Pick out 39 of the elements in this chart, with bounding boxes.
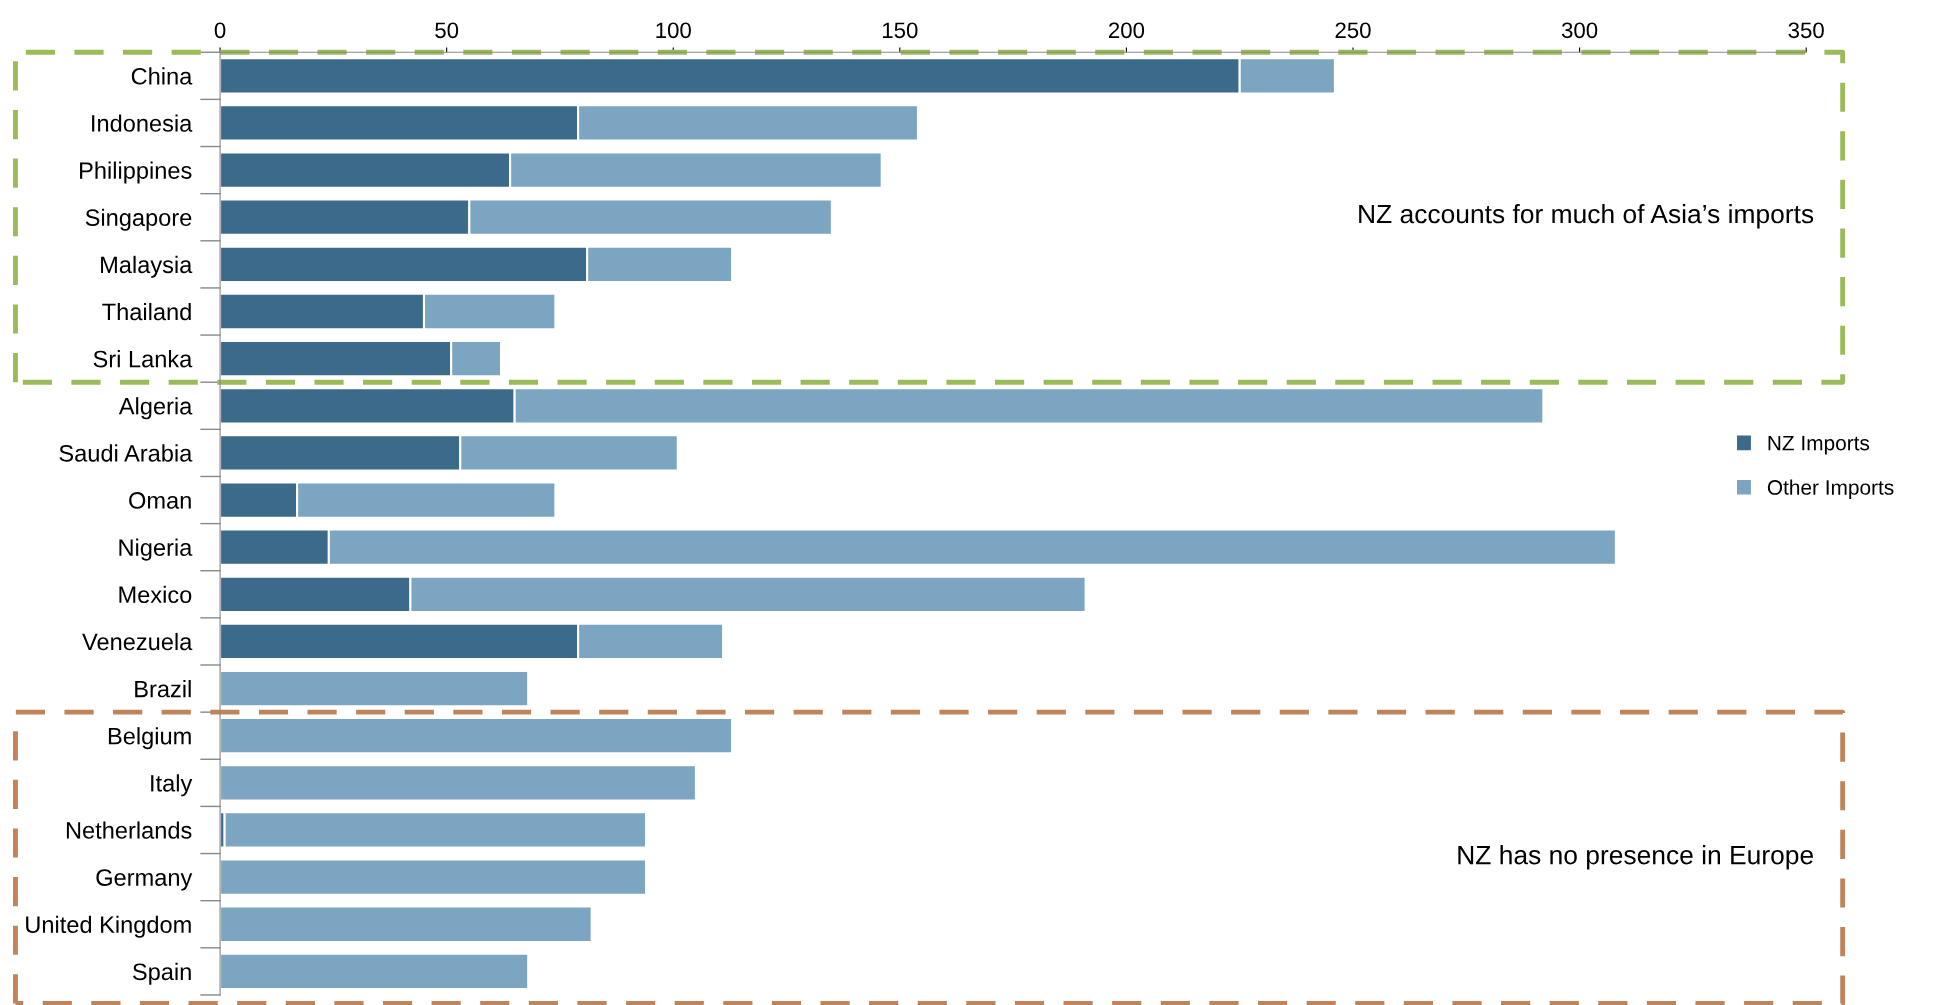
y-tick-label: Singapore [85, 208, 192, 231]
y-tick-label: Venezuela [82, 632, 193, 651]
bar [220, 716, 734, 755]
x-tick-label: 100 [656, 22, 691, 39]
x-tick-label: 300 [1561, 22, 1598, 39]
y-tick-label: Mexico [119, 585, 192, 604]
y-tick-label: China [131, 67, 193, 85]
y-tick-label: Thailand [102, 302, 191, 321]
y-tick-label: Spain [132, 962, 191, 985]
bar [220, 905, 593, 943]
bar [223, 811, 648, 849]
y-tick-label: Belgium [108, 727, 191, 750]
y-tick-label: Italy [151, 774, 193, 797]
y-tick-label: Philippines [80, 161, 192, 184]
y-tick-label: Oman [129, 492, 191, 509]
x-tick-label: 200 [1109, 22, 1145, 39]
y-tick-label: Sri Lanka [93, 350, 193, 368]
bar [220, 952, 530, 991]
x-tick-label: 150 [882, 22, 918, 39]
y-tick-label: Brazil [135, 680, 191, 698]
y-tick-label: United Kingdom [26, 915, 191, 938]
x-tick-label: 350 [1788, 22, 1824, 39]
y-tick-label: Algeria [118, 397, 193, 420]
x-tick-label: 0 [214, 22, 226, 39]
y-tick-label: Nigeria [119, 538, 193, 561]
x-tick-label: 250 [1335, 22, 1371, 39]
legend-label: NZ Imports [1768, 435, 1870, 455]
bar [220, 669, 530, 708]
annotation: NZ has no presence in Europe [1458, 845, 1813, 870]
y-tick-label: Indonesia [92, 114, 193, 132]
bar [220, 858, 648, 896]
bar [220, 764, 697, 802]
y-tick-label: Malaysia [101, 255, 193, 278]
y-tick-label: Saudi Arabia [59, 444, 193, 462]
y-tick-label: Germany [96, 869, 193, 891]
legend-label: Other Imports [1767, 479, 1894, 499]
x-tick-label: 50 [435, 22, 459, 39]
y-tick-label: Netherlands [66, 821, 192, 839]
annotation: NZ accounts for much of Asia’s imports [1359, 203, 1814, 229]
